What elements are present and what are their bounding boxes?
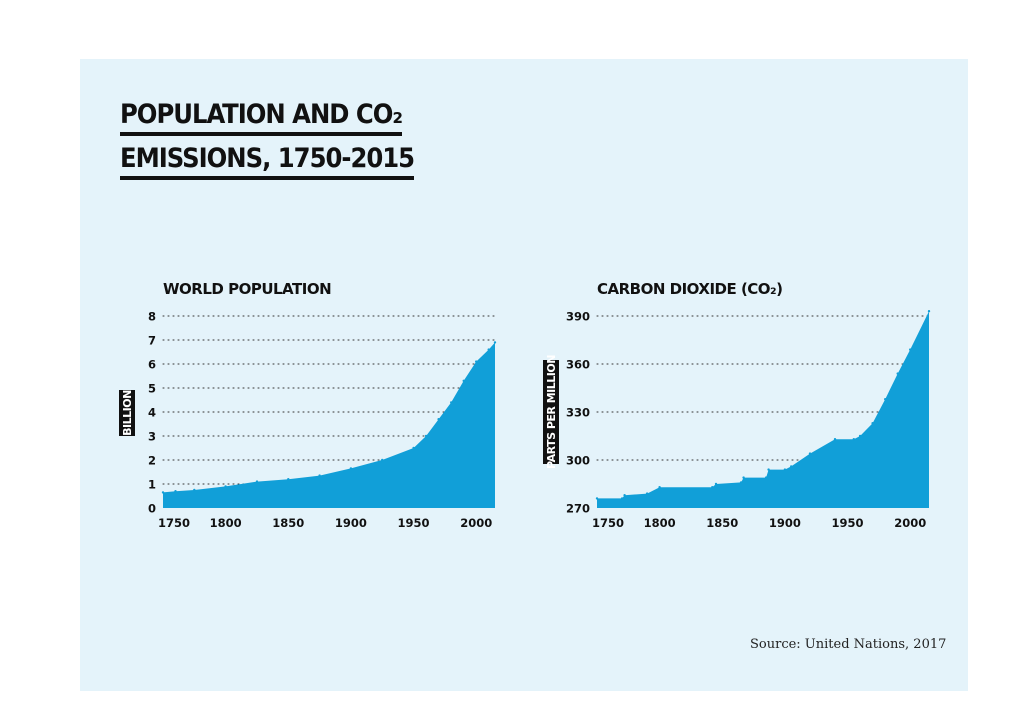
co2-point-1940: [833, 438, 837, 441]
co2-point-2000: [909, 348, 912, 351]
population-ylabel: BILLION: [121, 390, 134, 436]
co2-point-1905: [790, 465, 793, 468]
co2-point-1885: [764, 476, 768, 479]
population-ylabel-box: [119, 390, 135, 436]
co2-ytick-360: 360: [566, 358, 590, 372]
population-point-1980: [450, 401, 453, 404]
population-ytick-0: 0: [148, 502, 156, 516]
figure-title: POPULATION AND CO₂ EMISSIONS, 1750-2015: [120, 94, 415, 180]
population-area: [163, 342, 495, 508]
population-point-1925: [381, 458, 384, 462]
co2-point-1990: [896, 372, 899, 375]
population-point-1775: [193, 488, 196, 492]
co2-xtick-1850: 1850: [706, 516, 738, 530]
co2-point-1845: [714, 482, 718, 486]
co2-point-1790: [645, 492, 649, 495]
co2-point-1920: [808, 452, 812, 455]
co2-point-1960: [858, 434, 862, 438]
population-point-1950: [412, 446, 415, 450]
population-ytick-1: 1: [148, 478, 156, 492]
figure-panel: [80, 59, 968, 691]
co2-xtick-1750: 1750: [592, 516, 624, 530]
population-ytick-3: 3: [148, 430, 156, 444]
population-xtick-1900: 1900: [335, 516, 367, 530]
source-note: Source: United Nations, 2017: [750, 637, 947, 652]
population-xtick-1850: 1850: [272, 516, 304, 530]
population-ytick-5: 5: [148, 382, 156, 396]
population-point-1990: [462, 379, 465, 382]
co2-ylabel: PARTS PER MILLION: [545, 355, 558, 469]
co2-point-1772: [623, 494, 626, 497]
population-point-2000: [475, 360, 478, 363]
co2-point-1955: [852, 438, 855, 441]
figure-title-line-2: EMISSIONS, 1750-2015: [120, 142, 415, 180]
co2-point-1887: [767, 468, 770, 471]
co2-point-1867: [742, 476, 745, 479]
figure-title-line-1: POPULATION AND CO₂: [120, 98, 403, 136]
population-point-1825: [255, 480, 259, 483]
co2-ylabel-box: [543, 360, 559, 464]
co2-point-1970: [871, 422, 874, 425]
population-point-1800: [224, 485, 227, 488]
co2-xtick-1900: 1900: [769, 516, 801, 530]
co2-point-1865: [739, 481, 743, 484]
population-xtick-1950: 1950: [398, 516, 430, 530]
co2-ytick-330: 330: [566, 406, 590, 420]
population-ytick-7: 7: [148, 334, 156, 348]
co2-point-1900: [783, 468, 787, 471]
co2-ytick-300: 300: [566, 454, 590, 468]
population-ytick-6: 6: [148, 358, 156, 372]
population-title: WORLD POPULATION: [163, 280, 331, 298]
co2-point-2015: [927, 310, 931, 313]
population-point-1970: [437, 418, 440, 421]
co2-point-1750: [595, 497, 599, 500]
co2-xtick-1800: 1800: [644, 516, 676, 530]
co2-title: CARBON DIOXIDE (CO₂): [597, 280, 782, 298]
population-point-2015: [493, 341, 497, 344]
co2-point-1800: [658, 486, 661, 489]
population-point-1760: [174, 490, 177, 493]
population-xtick-1750: 1750: [158, 516, 190, 530]
population-point-1960: [424, 434, 428, 438]
population-ytick-4: 4: [148, 406, 156, 420]
population-point-1750: [161, 491, 165, 494]
co2-point-1770: [620, 497, 624, 500]
population-point-2010: [487, 348, 490, 351]
co2-area: [597, 311, 929, 508]
co2-point-1980: [884, 398, 887, 401]
population-ytick-2: 2: [148, 454, 156, 468]
co2-ytick-270: 270: [566, 502, 590, 516]
population-xtick-1800: 1800: [210, 516, 242, 530]
co2-xtick-2000: 2000: [894, 516, 926, 530]
population-point-1900: [349, 467, 353, 470]
population-xtick-2000: 2000: [460, 516, 492, 530]
population-point-1875: [318, 474, 321, 477]
co2-ytick-390: 390: [566, 310, 590, 324]
co2-xtick-1950: 1950: [832, 516, 864, 530]
co2-point-1842: [711, 486, 714, 489]
population-ytick-8: 8: [148, 310, 156, 324]
population-point-1850: [287, 478, 290, 481]
